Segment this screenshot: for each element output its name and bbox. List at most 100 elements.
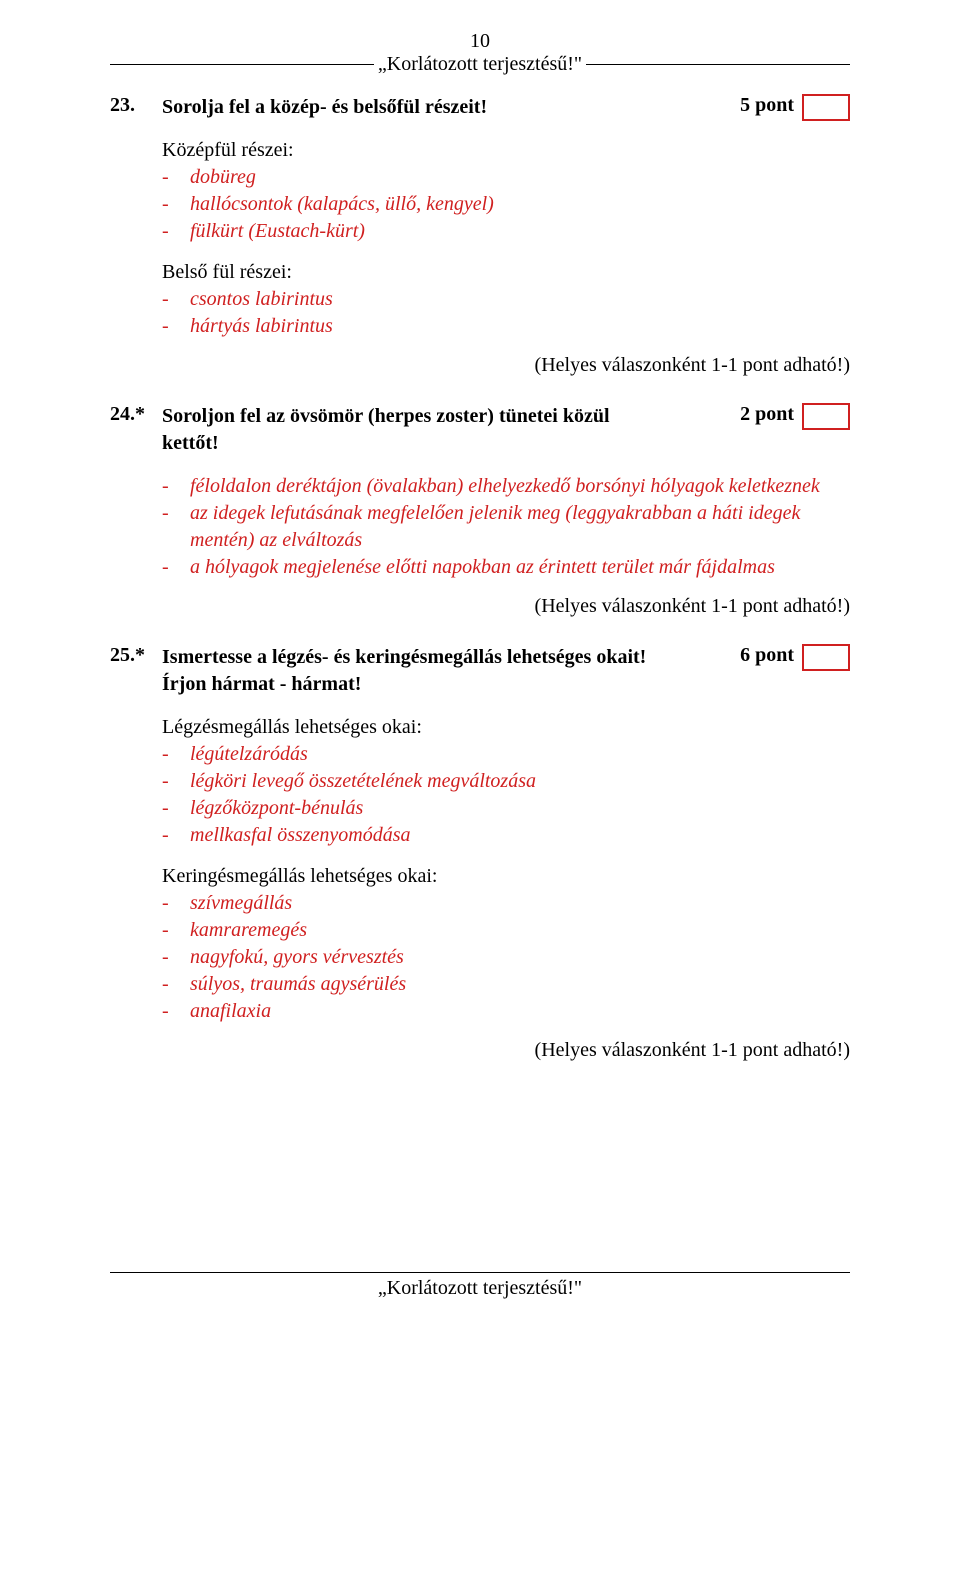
answer-text: kamraremegés [190,917,850,944]
question-24-score-box[interactable] [802,403,850,430]
question-23-number: 23. [110,94,162,117]
dash-icon: - [162,795,190,822]
answer-text: csontos labirintus [190,286,850,313]
dash-icon: - [162,191,190,218]
list-item: -féloldalon deréktájon (övalakban) elhel… [162,473,850,500]
question-24-title-line1: Soroljon fel az övsömör (herpes zoster) … [162,405,610,427]
list-item: -csontos labirintus [162,286,850,313]
answer-text: szívmegállás [190,890,850,917]
answer-text: hártyás labirintus [190,313,850,340]
q24-scoring-note: (Helyes válaszonként 1-1 pont adható!) [162,595,850,618]
list-item: -légköri levegő összetételének megváltoz… [162,768,850,795]
q23-scoring-note: (Helyes válaszonként 1-1 pont adható!) [162,354,850,377]
list-item: -hallócsontok (kalapács, üllő, kengyel) [162,191,850,218]
question-23: 23. Sorolja fel a közép- és belsőfül rés… [110,94,850,377]
question-23-header: 23. Sorolja fel a közép- és belsőfül rés… [110,94,850,121]
answer-text: nagyfokú, gyors vérvesztés [190,944,850,971]
answer-text: súlyos, traumás agysérülés [190,971,850,998]
list-item: -nagyfokú, gyors vérvesztés [162,944,850,971]
question-23-title: Sorolja fel a közép- és belsőfül részeit… [162,94,732,121]
list-item: -kamraremegés [162,917,850,944]
answer-text: mellkasfal összenyomódása [190,822,850,849]
footer-classification: „Korlátozott terjesztésű!" [110,1273,850,1300]
answer-text: légköri levegő összetételének megváltozá… [190,768,850,795]
question-25-title-line2: Írjon hármat - hármat! [162,673,361,695]
dash-icon: - [162,917,190,944]
dash-icon: - [162,944,190,971]
list-item: -dobüreg [162,164,850,191]
question-25-points-wrap: 6 pont [740,644,850,671]
list-item: -légútelzáródás [162,741,850,768]
page: 10 „Korlátozott terjesztésű!" 23. Sorolj… [0,0,960,1340]
question-25-title-line1: Ismertesse a légzés- és keringésmegállás… [162,646,646,668]
page-header: 10 „Korlátozott terjesztésű!" [110,30,850,76]
list-item: -szívmegállás [162,890,850,917]
header-rule-right [586,64,850,65]
question-24-header: 24.* Soroljon fel az övsömör (herpes zos… [110,403,850,457]
question-25-number: 25.* [110,644,162,667]
question-23-score-box[interactable] [802,94,850,121]
q24-list: -féloldalon deréktájon (övalakban) elhel… [162,473,850,581]
q23-group2-list: -csontos labirintus -hártyás labirintus [162,286,850,340]
dash-icon: - [162,500,190,554]
answer-text: dobüreg [190,164,850,191]
question-24-number: 24.* [110,403,162,426]
list-item: -légzőközpont-bénulás [162,795,850,822]
dash-icon: - [162,313,190,340]
question-24-body: -féloldalon deréktájon (övalakban) elhel… [162,473,850,581]
page-footer: „Korlátozott terjesztésű!" [110,1272,850,1300]
dash-icon: - [162,998,190,1025]
q23-group1-list: -dobüreg -hallócsontok (kalapács, üllő, … [162,164,850,245]
question-25-score-box[interactable] [802,644,850,671]
answer-text: a hólyagok megjelenése előtti napokban a… [190,554,850,581]
dash-icon: - [162,822,190,849]
header-title-row: „Korlátozott terjesztésű!" [110,53,850,76]
answer-text: az idegek lefutásának megfelelően jeleni… [190,500,850,554]
q23-group2-header: Belső fül részei: [162,259,850,286]
header-classification: „Korlátozott terjesztésű!" [374,53,586,76]
q25-group2-header: Keringésmegállás lehetséges okai: [162,863,850,890]
question-24: 24.* Soroljon fel az övsömör (herpes zos… [110,403,850,618]
list-item: -mellkasfal összenyomódása [162,822,850,849]
question-25-body: Légzésmegállás lehetséges okai: -légútel… [162,714,850,1025]
answer-text: féloldalon deréktájon (övalakban) elhely… [190,473,850,500]
page-number: 10 [110,30,850,53]
q23-group1-header: Középfül részei: [162,137,850,164]
answer-text: hallócsontok (kalapács, üllő, kengyel) [190,191,850,218]
list-item: -anafilaxia [162,998,850,1025]
q25-scoring-note: (Helyes válaszonként 1-1 pont adható!) [162,1039,850,1062]
dash-icon: - [162,286,190,313]
answer-text: anafilaxia [190,998,850,1025]
question-25-header: 25.* Ismertesse a légzés- és keringésmeg… [110,644,850,698]
q25-group2-list: -szívmegállás -kamraremegés -nagyfokú, g… [162,890,850,1025]
question-24-points: 2 pont [740,403,802,426]
question-24-title-line2: kettőt! [162,432,219,454]
question-23-body: Középfül részei: -dobüreg -hallócsontok … [162,137,850,340]
q25-group1-header: Légzésmegállás lehetséges okai: [162,714,850,741]
question-24-title: Soroljon fel az övsömör (herpes zoster) … [162,403,732,457]
question-23-points-wrap: 5 pont [740,94,850,121]
dash-icon: - [162,890,190,917]
answer-text: légzőközpont-bénulás [190,795,850,822]
question-25-points: 6 pont [740,644,802,667]
dash-icon: - [162,164,190,191]
list-item: -fülkürt (Eustach-kürt) [162,218,850,245]
list-item: -az idegek lefutásának megfelelően jelen… [162,500,850,554]
dash-icon: - [162,473,190,500]
dash-icon: - [162,741,190,768]
list-item: -hártyás labirintus [162,313,850,340]
answer-text: fülkürt (Eustach-kürt) [190,218,850,245]
dash-icon: - [162,554,190,581]
question-24-points-wrap: 2 pont [740,403,850,430]
answer-text: légútelzáródás [190,741,850,768]
header-rule-left [110,64,374,65]
question-25: 25.* Ismertesse a légzés- és keringésmeg… [110,644,850,1062]
list-item: -súlyos, traumás agysérülés [162,971,850,998]
dash-icon: - [162,768,190,795]
question-25-title: Ismertesse a légzés- és keringésmegállás… [162,644,732,698]
question-23-points: 5 pont [740,94,802,117]
dash-icon: - [162,218,190,245]
dash-icon: - [162,971,190,998]
q25-group1-list: -légútelzáródás -légköri levegő összetét… [162,741,850,849]
list-item: -a hólyagok megjelenése előtti napokban … [162,554,850,581]
